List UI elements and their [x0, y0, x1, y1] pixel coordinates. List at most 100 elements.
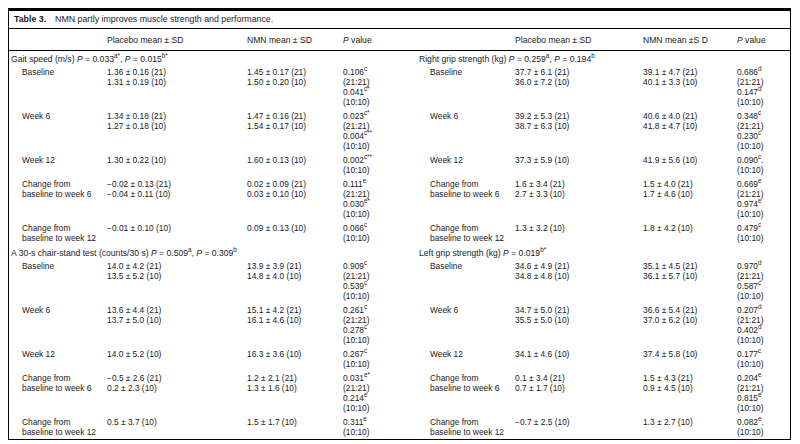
p-value-left: 0.066c(10:10) [341, 221, 417, 245]
table-row: Change frombaseline to week 6−0.02 ± 0.1… [9, 177, 791, 221]
nmn-value-right: 1.5 ± 4.3 (21)0.9 ± 4.5 (10) [641, 371, 735, 415]
row-label-right: Week 6 [417, 109, 513, 153]
placebo-value-left: 14.0 ± 4.2 (21)13.5 ± 5.2 (10) [105, 259, 245, 303]
nmn-value-left: 0.02 ± 0.09 (21)0.03 ± 0.10 (10) [245, 177, 341, 221]
placebo-value-right: 34.1 ± 4.6 (10) [513, 347, 641, 371]
table-row: Baseline1.36 ± 0.16 (21)1.31 ± 0.19 (10)… [9, 65, 791, 109]
p-value-left: 0.111e(21:21)0.030e*(10:10) [341, 177, 417, 221]
row-label-right: Change frombaseline to week 12 [417, 415, 513, 439]
p-value-right: 0.082e.(10:10) [735, 415, 791, 439]
row-label-left: Baseline [9, 65, 105, 109]
table-row: Week 613.6 ± 4.4 (21)13.7 ± 5.0 (10)15.1… [9, 303, 791, 347]
table-row: Change frombaseline to week 120.5 ± 3.7 … [9, 415, 791, 439]
section-row: A 30-s chair-stand test (counts/30 s) P … [9, 245, 791, 259]
p-value-left: 0.261c(21:21)0.278c(10:10) [341, 303, 417, 347]
placebo-value-left: 14.0 ± 5.2 (10) [105, 347, 245, 371]
row-label-left: Week 12 [9, 153, 105, 177]
nmn-value-right: 37.4 ± 5.8 (10) [641, 347, 735, 371]
p-value-right: 0.204e(21:21)0.815e(10:10) [735, 371, 791, 415]
p-value-right: 0.686d(21:21)0.147d(10:10) [735, 65, 791, 109]
nmn-value-left: 13.9 ± 3.9 (21)14.8 ± 4.0 (10) [245, 259, 341, 303]
nmn-value-left: 1.60 ± 0.13 (10) [245, 153, 341, 177]
col-header-pvalue-left: P value [341, 29, 417, 51]
nmn-value-left: 0.09 ± 0.13 (10) [245, 221, 341, 245]
nmn-value-left: 1.47 ± 0.16 (21)1.54 ± 0.17 (10) [245, 109, 341, 153]
nmn-value-left: 1.2 ± 2.1 (21)1.3 ± 1.6 (10) [245, 371, 341, 415]
table-body: Gait speed (m/s) P = 0.033a*, P = 0.015b… [9, 51, 791, 440]
placebo-value-right: −0.7 ± 2.5 (10) [513, 415, 641, 439]
column-header-row: Placebo mean ± SD NMN mean ± SD P value … [9, 29, 791, 51]
table-row: Week 121.30 ± 0.22 (10)1.60 ± 0.13 (10)0… [9, 153, 791, 177]
row-label-left: Week 6 [9, 109, 105, 153]
placebo-value-left: 13.6 ± 4.4 (21)13.7 ± 5.0 (10) [105, 303, 245, 347]
row-label-left: Week 6 [9, 303, 105, 347]
table-number: Table 3. [14, 14, 46, 24]
row-label-left: Change frombaseline to week 6 [9, 177, 105, 221]
p-value-left: 0.267c(10:10) [341, 347, 417, 371]
row-label-left: Week 12 [9, 347, 105, 371]
placebo-value-right: 39.2 ± 5.3 (21)38.7 ± 6.3 (10) [513, 109, 641, 153]
section-header-right: Left grip strength (kg) P = 0.019b* [417, 245, 791, 259]
table-row: Baseline14.0 ± 4.2 (21)13.5 ± 5.2 (10)13… [9, 259, 791, 303]
placebo-value-right: 37.7 ± 6.1 (21)36.0 ± 7.2 (10) [513, 65, 641, 109]
section-header-left: A 30-s chair-stand test (counts/30 s) P … [9, 245, 417, 259]
nmn-value-right: 1.8 ± 4.2 (10) [641, 221, 735, 245]
p-value-right: 0.348c(21:21)0.230c(10:10) [735, 109, 791, 153]
col-header-blank-left [9, 29, 105, 51]
p-value-right: 0.669e(21:21)0.974e(10:10) [735, 177, 791, 221]
row-label-right: Change frombaseline to week 6 [417, 371, 513, 415]
placebo-value-right: 34.7 ± 5.0 (21)35.5 ± 5.0 (10) [513, 303, 641, 347]
row-label-right: Week 6 [417, 303, 513, 347]
table-frame: Table 3.NMN partly improves muscle stren… [8, 8, 791, 440]
col-header-pvalue-right: P value [735, 29, 791, 51]
row-label-right: Baseline [417, 65, 513, 109]
placebo-value-left: −0.01 ± 0.10 (10) [105, 221, 245, 245]
placebo-value-left: 1.36 ± 0.16 (21)1.31 ± 0.19 (10) [105, 65, 245, 109]
p-value-left: 0.023c*(21:21)0.004c**(10:10) [341, 109, 417, 153]
placebo-value-right: 1.3 ± 3.2 (10) [513, 221, 641, 245]
row-label-left: Change frombaseline to week 12 [9, 415, 105, 439]
nmn-value-right: 35.1 ± 4.5 (21)36.1 ± 5.7 (10) [641, 259, 735, 303]
table-title: Table 3.NMN partly improves muscle stren… [9, 11, 790, 29]
section-row: Gait speed (m/s) P = 0.033a*, P = 0.015b… [9, 51, 791, 66]
row-label-left: Baseline [9, 259, 105, 303]
section-header-right: Right grip strength (kg) P = 0.259a, P =… [417, 51, 791, 66]
nmn-value-right: 41.9 ± 5.6 (10) [641, 153, 735, 177]
placebo-value-left: −0.02 ± 0.13 (21)−0.04 ± 0.11 (10) [105, 177, 245, 221]
placebo-value-right: 34.6 ± 4.9 (21)34.8 ± 4.8 (10) [513, 259, 641, 303]
nmn-value-right: 40.6 ± 4.0 (21)41.8 ± 4.7 (10) [641, 109, 735, 153]
col-header-placebo-right: Placebo mean ± SD [513, 29, 641, 51]
page: Table 3.NMN partly improves muscle stren… [0, 0, 800, 444]
row-label-right: Change frombaseline to week 12 [417, 221, 513, 245]
section-header-left: Gait speed (m/s) P = 0.033a*, P = 0.015b… [9, 51, 417, 66]
placebo-value-right: 0.1 ± 3.4 (21)0.7 ± 1.7 (10) [513, 371, 641, 415]
p-value-right: 0.970d(21:21)0.587c(10:10) [735, 259, 791, 303]
nmn-value-right: 1.5 ± 4.0 (21)1.7 ± 4.6 (10) [641, 177, 735, 221]
row-label-right: Week 12 [417, 347, 513, 371]
nmn-value-right: 1.3 ± 2.7 (10) [641, 415, 735, 439]
p-value-right: 0.090c.(10:10) [735, 153, 791, 177]
col-header-blank-right [417, 29, 513, 51]
table-row: Week 1214.0 ± 5.2 (10)16.3 ± 3.6 (10)0.2… [9, 347, 791, 371]
col-header-nmn-left: NMN mean ± SD [245, 29, 341, 51]
row-label-right: Baseline [417, 259, 513, 303]
placebo-value-left: 0.5 ± 3.7 (10) [105, 415, 245, 439]
p-value-left: 0.311e(10:10) [341, 415, 417, 439]
row-label-left: Change frombaseline to week 12 [9, 221, 105, 245]
nmn-value-left: 1.45 ± 0.17 (21)1.50 ± 0.20 (10) [245, 65, 341, 109]
nmn-value-right: 39.1 ± 4.7 (21)40.1 ± 3.3 (10) [641, 65, 735, 109]
results-table: Placebo mean ± SD NMN mean ± SD P value … [9, 29, 791, 439]
p-value-left: 0.002c**(10:10) [341, 153, 417, 177]
placebo-value-left: 1.34 ± 0.18 (21)1.27 ± 0.18 (10) [105, 109, 245, 153]
p-value-left: 0.106c(21:21)0.041c*(10:10) [341, 65, 417, 109]
placebo-value-right: 1.6 ± 3.4 (21)2.7 ± 3.3 (10) [513, 177, 641, 221]
table-row: Change frombaseline to week 12−0.01 ± 0.… [9, 221, 791, 245]
row-label-right: Week 12 [417, 153, 513, 177]
row-label-right: Change frombaseline to week 6 [417, 177, 513, 221]
p-value-right: 0.177c(10:10) [735, 347, 791, 371]
placebo-value-left: −0.5 ± 2.6 (21)0.2 ± 2.3 (10) [105, 371, 245, 415]
nmn-value-left: 15.1 ± 4.2 (21)16.1 ± 4.6 (10) [245, 303, 341, 347]
col-header-nmn-right: NMN mean ±S D [641, 29, 735, 51]
p-value-right: 0.479c(10:10) [735, 221, 791, 245]
placebo-value-right: 37.3 ± 5.9 (10) [513, 153, 641, 177]
